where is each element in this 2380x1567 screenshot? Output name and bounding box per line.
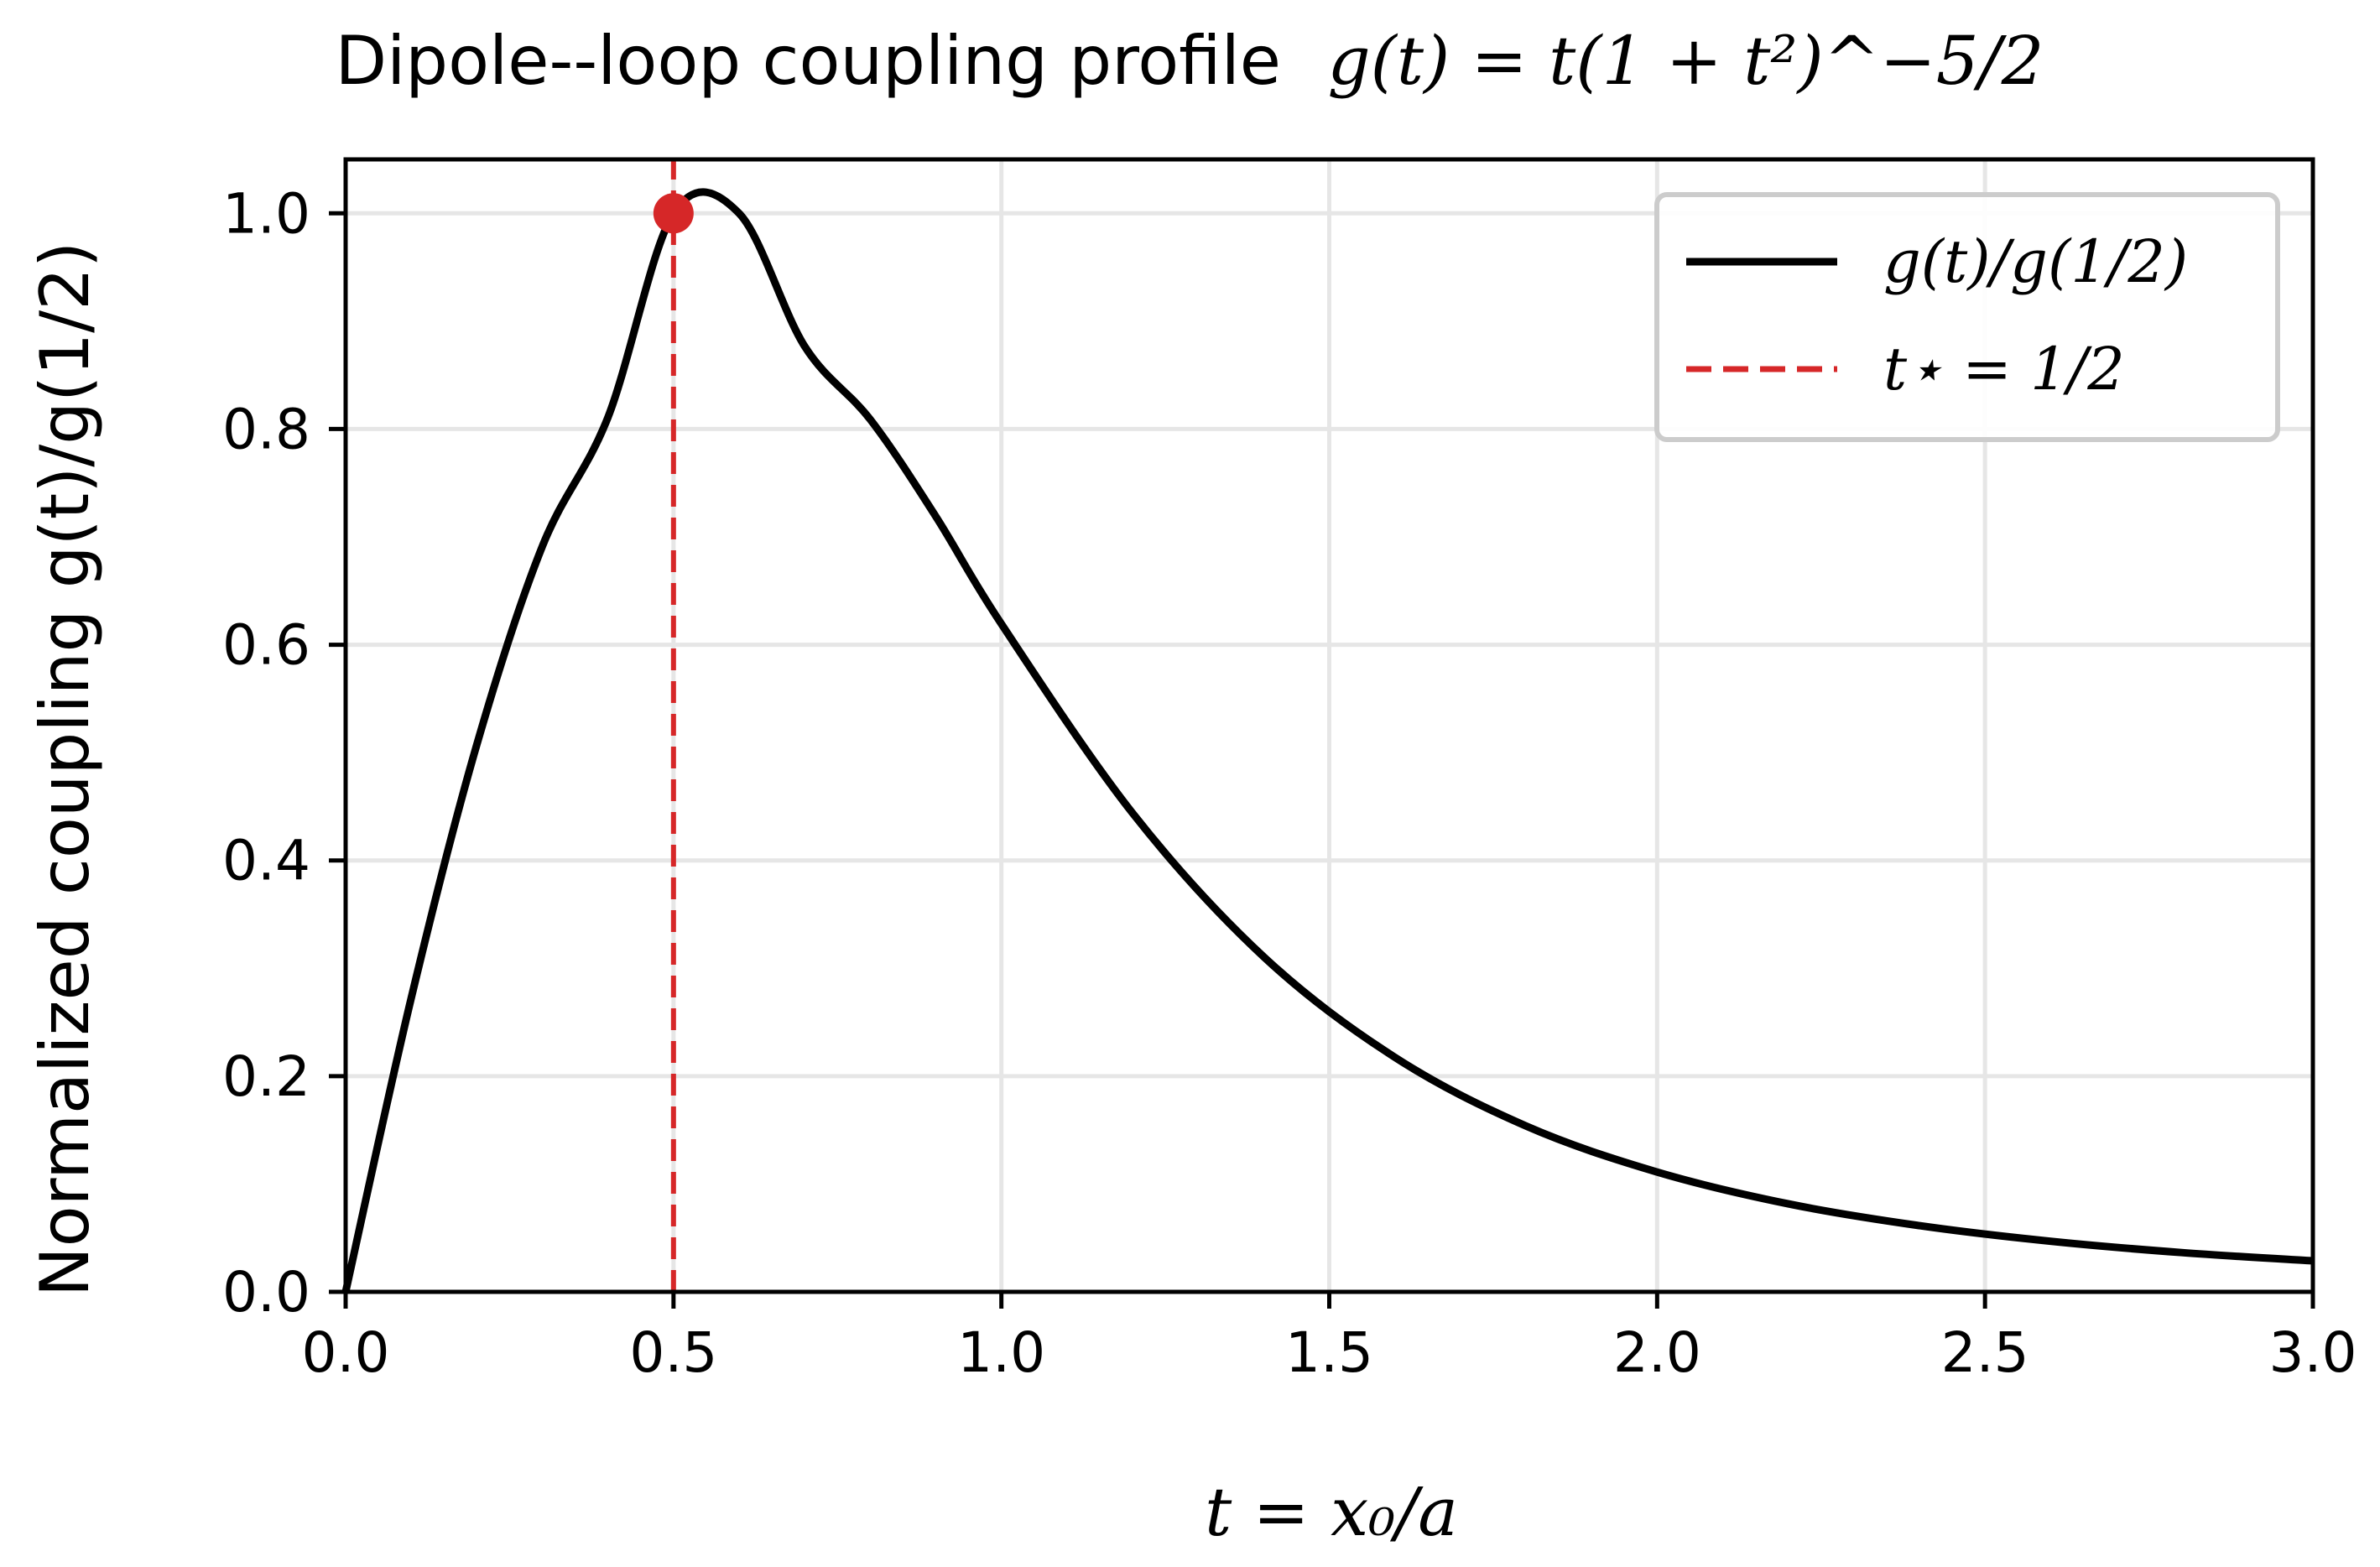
- y-tick-label: 1.0: [222, 181, 310, 246]
- chart-title-formula: g(t) = t(1 + t²)^−5/2: [1327, 22, 2044, 100]
- legend-box: [1654, 192, 2280, 442]
- x-tick-label: 2.5: [1941, 1320, 2029, 1385]
- x-tick-label: 0.0: [302, 1320, 390, 1385]
- y-tick-label: 0.6: [222, 613, 310, 678]
- x-tick-label: 1.0: [957, 1320, 1045, 1385]
- x-tick-label: 1.5: [1285, 1320, 1373, 1385]
- y-tick-label: 0.0: [222, 1260, 310, 1325]
- y-axis-label: Normalized coupling g(t)/g(1/2): [26, 242, 104, 1297]
- x-tick-label: 0.5: [629, 1320, 717, 1385]
- chart-title: Dipole--loop coupling profile g(t) = t(1…: [335, 22, 2044, 100]
- x-tick-label: 2.0: [1613, 1320, 1701, 1385]
- markers: [653, 193, 694, 234]
- series-lines: [341, 188, 2314, 1293]
- peak-marker: [653, 193, 694, 234]
- legend-label-series-1: g(t)/g(1/2): [1883, 227, 2188, 296]
- y-tick-label: 0.4: [222, 829, 310, 893]
- legend: g(t)/g(1/2) t⋆ = 1/2: [1654, 192, 2280, 442]
- series-line-normalized-coupling: [341, 188, 2314, 1293]
- legend-label-series-2: t⋆ = 1/2: [1883, 335, 2125, 403]
- y-tick-label: 0.2: [222, 1044, 310, 1109]
- x-tick-label: 3.0: [2269, 1320, 2357, 1385]
- x-axis-label: t = x₀/a: [1205, 1473, 1458, 1551]
- y-tick-label: 0.8: [222, 397, 310, 461]
- axis-ticks: 0.0 0.5 1.0 1.5 2.0 2.5 3.0 0.0 0.2 0.4 0.6 0.8 1.0: [222, 181, 2357, 1385]
- chart-title-prefix: Dipole--loop coupling profile: [335, 22, 1281, 100]
